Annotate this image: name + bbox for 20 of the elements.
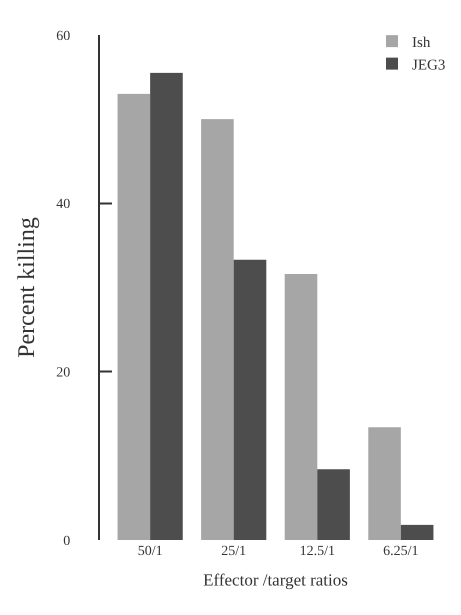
y-axis-title: Percent killing: [14, 217, 40, 358]
bar: [368, 427, 401, 540]
bar: [400, 524, 434, 540]
bar: [284, 274, 318, 540]
x-tick-label: 25/1: [221, 544, 246, 559]
legend-label: JEG3: [412, 58, 446, 74]
bar: [118, 94, 150, 540]
y-tick-label: 60: [56, 28, 70, 44]
y-tick-label: 0: [63, 534, 70, 549]
x-tick-label: 6.25/1: [383, 544, 419, 559]
x-tick-label: 50/1: [138, 544, 163, 559]
bar: [234, 260, 266, 540]
y-tick-label: 40: [56, 197, 70, 212]
bar: [150, 72, 183, 540]
bar: [317, 469, 350, 540]
x-tick-label: 12.5/1: [300, 544, 335, 559]
y-tick-label: 20: [56, 366, 70, 381]
bar: [201, 119, 234, 540]
x-axis-title: Effector /target ratios: [203, 570, 348, 590]
legend-label: Ish: [412, 35, 431, 51]
